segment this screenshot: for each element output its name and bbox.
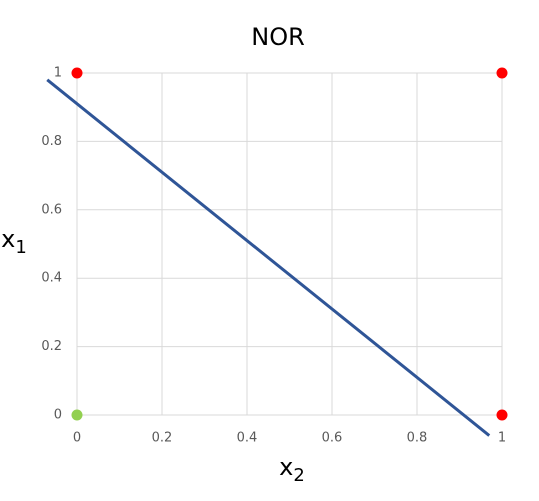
y-tick-label: 0 — [54, 408, 62, 423]
x-axis-label-sub: 2 — [293, 465, 304, 486]
x-tick-label: 0.2 — [152, 431, 173, 446]
y-axis-label-text: x — [1, 225, 15, 253]
y-tick-label: 0.6 — [41, 202, 62, 217]
line — [46, 78, 491, 437]
y-tick-label: 0.2 — [41, 339, 62, 354]
point — [71, 409, 83, 421]
y-axis-label-sub: 1 — [15, 237, 26, 258]
x-tick-label: 1 — [498, 431, 506, 446]
chart-title: NOR — [251, 23, 305, 51]
y-axis-label: x1 — [1, 225, 27, 258]
y-tick-label: 1 — [54, 66, 62, 81]
x-axis-label: x2 — [279, 453, 305, 486]
x-axis-label-text: x — [279, 453, 293, 481]
point — [71, 67, 83, 79]
y-tick-label: 0.4 — [41, 271, 62, 286]
point — [496, 409, 508, 421]
x-tick-label: 0.6 — [322, 431, 343, 446]
x-tick-label: 0.4 — [237, 431, 258, 446]
y-tick-label: 0.8 — [41, 134, 62, 149]
x-tick-label: 0.8 — [407, 431, 428, 446]
x-tick-label: 0 — [73, 431, 81, 446]
point — [496, 67, 508, 79]
